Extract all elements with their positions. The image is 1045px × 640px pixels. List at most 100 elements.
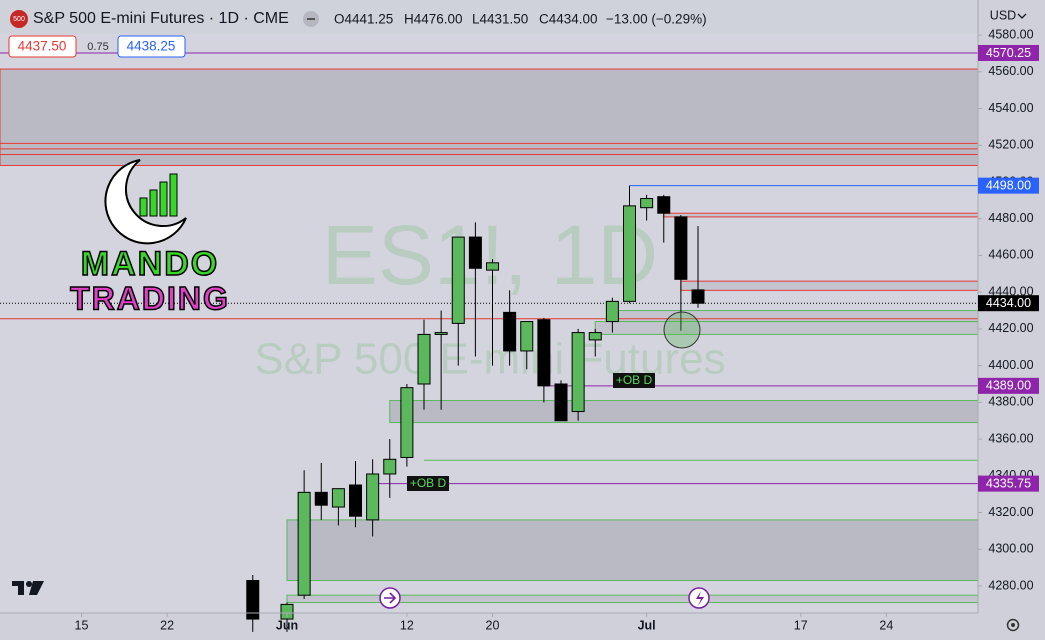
- candle-body: [383, 458, 397, 475]
- symbol-icon-text: 500: [13, 16, 25, 23]
- bid-box[interactable]: [8, 35, 77, 58]
- logo-line1: MANDO: [81, 245, 219, 283]
- settings-icon: [1011, 623, 1015, 627]
- annotation: +OB D: [410, 476, 447, 490]
- y-tick-label: 4280.00: [988, 578, 1033, 592]
- price-axis: [978, 0, 1045, 640]
- candle-body: [451, 236, 465, 324]
- highlight-circle: [663, 311, 701, 349]
- candle-body: [297, 491, 311, 596]
- ohlc-open: O4441.25: [334, 12, 393, 27]
- candle-body: [400, 387, 414, 458]
- logo-bar: [139, 197, 148, 217]
- candle-body: [280, 603, 294, 620]
- event-icon-bolt: [696, 591, 704, 606]
- y-tick-label: 4380.00: [988, 395, 1033, 409]
- zone: [594, 321, 979, 335]
- x-tick-label: 17: [794, 618, 808, 632]
- spread: 0.75: [87, 41, 108, 53]
- zone: [286, 519, 979, 581]
- ask-price: 4438.25: [127, 39, 176, 54]
- candle-body: [657, 196, 671, 214]
- y-tick-label: 4320.00: [988, 505, 1033, 519]
- price-label: 4335.75: [986, 476, 1031, 490]
- ohlc-change: −13.00 (−0.29%): [606, 12, 707, 27]
- price-label-bg: [978, 377, 1039, 394]
- y-tick-label: 4400.00: [988, 358, 1033, 372]
- y-tick-label: 4520.00: [988, 138, 1033, 152]
- candle-body: [246, 579, 260, 620]
- ask-box[interactable]: [117, 35, 186, 58]
- y-tick-label: 4580.00: [988, 27, 1033, 41]
- candle-body: [571, 332, 585, 413]
- symbol-icon: [10, 10, 28, 28]
- price-label-bg: [978, 177, 1039, 194]
- y-tick-label: 4560.00: [988, 64, 1033, 78]
- annotation-bg: [613, 373, 655, 388]
- x-tick-label: 12: [400, 618, 414, 632]
- y-tick-label: 4300.00: [988, 542, 1033, 556]
- symbol-title[interactable]: S&P 500 E-mini Futures · 1D · CME: [33, 10, 289, 27]
- price-label: 4498.00: [986, 178, 1031, 192]
- y-tick-label: 4440.00: [988, 284, 1033, 298]
- candle-body: [503, 311, 517, 352]
- candle-body: [554, 383, 568, 422]
- y-tick-label: 4540.00: [988, 101, 1033, 115]
- candle-body: [520, 321, 534, 352]
- price-label-bg: [978, 44, 1039, 61]
- y-tick-label: 4460.00: [988, 248, 1033, 262]
- y-tick-label: 4420.00: [988, 321, 1033, 335]
- candle-body: [623, 205, 637, 302]
- zone: [0, 68, 979, 166]
- tv-logo-part: [26, 581, 32, 587]
- candle-body: [314, 491, 328, 506]
- ohlc-close: C4434.00: [539, 12, 598, 27]
- header-bg: [0, 0, 978, 34]
- candle-body: [691, 289, 705, 304]
- logo-bar: [159, 181, 168, 217]
- x-tick-label: Jun: [276, 618, 298, 632]
- y-tick-label: 4480.00: [988, 211, 1033, 225]
- logo: MANDO TRADING: [69, 159, 230, 317]
- logo-bar: [169, 173, 178, 217]
- annotation: +OB D: [616, 373, 653, 387]
- candle-body: [366, 473, 380, 521]
- collapse-icon: [307, 18, 315, 20]
- tv-logo-part: [29, 581, 44, 595]
- logo-bar: [149, 189, 158, 217]
- tv-logo-part: [12, 581, 24, 595]
- x-tick-label: 20: [486, 618, 500, 632]
- ohlc-low: L4431.50: [472, 12, 528, 27]
- currency-caret: [1017, 13, 1027, 19]
- watermark-symbol: ES1!, 1D: [322, 208, 658, 302]
- candle-body: [434, 332, 448, 335]
- zone: [663, 212, 979, 218]
- candle-body: [537, 319, 551, 387]
- price-label: 4570.25: [986, 46, 1031, 60]
- tv-logo: [12, 581, 44, 595]
- price-label: 4434.00: [986, 296, 1031, 310]
- candle-body: [349, 484, 363, 517]
- candle-body: [468, 236, 482, 269]
- price-label-bg: [978, 475, 1039, 492]
- currency-selector[interactable]: USD: [990, 8, 1016, 22]
- candle-body: [674, 216, 688, 280]
- x-tick-label: 15: [75, 618, 89, 632]
- candle-body: [640, 198, 654, 209]
- candle-body: [605, 300, 619, 323]
- event-icon-arrow: [384, 592, 397, 604]
- x-tick-label: 24: [879, 618, 893, 632]
- y-tick-label: 4360.00: [988, 431, 1033, 445]
- candle-body: [486, 262, 500, 271]
- bid-price: 4437.50: [18, 39, 67, 54]
- price-label-bg: [978, 295, 1039, 312]
- x-tick-label: Jul: [638, 618, 656, 632]
- annotation-bg: [407, 476, 449, 491]
- zone: [680, 280, 979, 291]
- candle-body: [331, 488, 345, 508]
- settings-button[interactable]: [1006, 618, 1020, 632]
- logo-line2: TRADING: [70, 280, 230, 316]
- logo-moon: [104, 159, 187, 245]
- candle-body: [417, 333, 431, 385]
